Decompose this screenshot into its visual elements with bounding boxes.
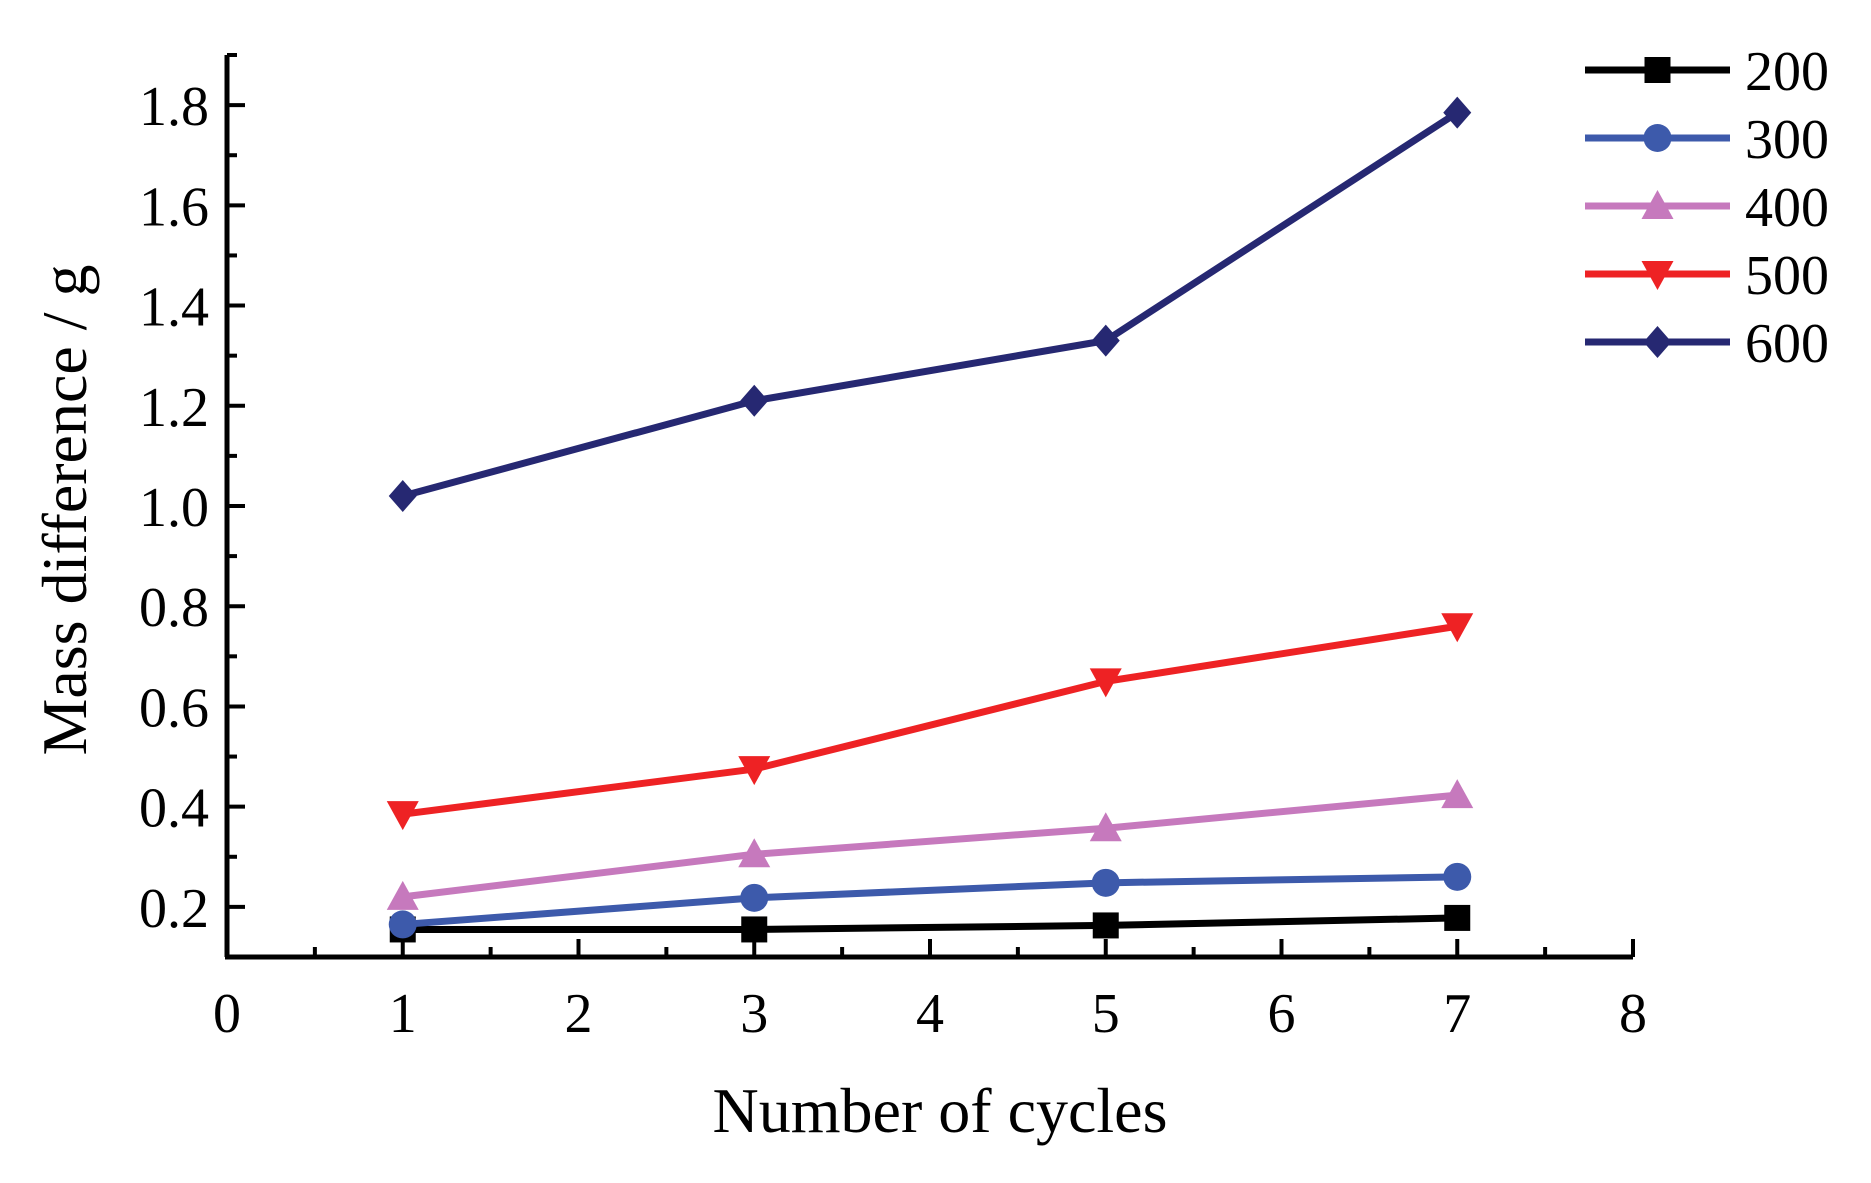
data-point-500 bbox=[738, 756, 771, 786]
x-tick-label: 5 bbox=[1092, 983, 1120, 1045]
y-tick-label: 0.4 bbox=[139, 778, 209, 840]
series-400 bbox=[386, 779, 1474, 910]
x-tick-label: 4 bbox=[916, 983, 944, 1045]
series-line-400 bbox=[402, 791, 1458, 901]
data-point-300 bbox=[388, 910, 417, 939]
data-point-400 bbox=[386, 880, 419, 910]
data-point-200 bbox=[741, 916, 768, 943]
series-line-600 bbox=[401, 109, 1460, 500]
legend-label: 300 bbox=[1745, 109, 1829, 171]
legend-marker bbox=[1641, 190, 1674, 219]
data-point-400 bbox=[1441, 779, 1474, 809]
legend-label: 400 bbox=[1745, 177, 1829, 239]
legend-marker bbox=[1643, 124, 1672, 152]
series-line-500 bbox=[402, 622, 1458, 818]
x-tick-label: 0 bbox=[213, 983, 241, 1045]
data-point-600 bbox=[1091, 324, 1120, 357]
data-point-500 bbox=[1089, 668, 1122, 698]
y-tick-label: 0.2 bbox=[139, 878, 209, 940]
data-point-500 bbox=[386, 801, 419, 831]
data-point-400 bbox=[1089, 812, 1122, 842]
legend-marker bbox=[1644, 57, 1671, 83]
data-point-600 bbox=[740, 384, 769, 417]
y-tick-label: 1.6 bbox=[139, 176, 209, 238]
data-point-300 bbox=[1091, 868, 1120, 897]
legend-label: 500 bbox=[1745, 245, 1829, 307]
legend-label: 600 bbox=[1745, 313, 1829, 375]
data-point-300 bbox=[1443, 862, 1472, 891]
data-point-600 bbox=[1443, 96, 1472, 129]
x-tick-label: 6 bbox=[1268, 983, 1296, 1045]
series-line-300 bbox=[402, 873, 1458, 928]
legend-item-400: 400 bbox=[1585, 177, 1829, 239]
series-500 bbox=[386, 613, 1474, 831]
data-point-200 bbox=[1444, 904, 1471, 931]
y-tick-label: 1.4 bbox=[139, 277, 209, 339]
data-point-500 bbox=[1441, 613, 1474, 643]
x-tick-label: 3 bbox=[740, 983, 768, 1045]
data-point-200 bbox=[1092, 912, 1119, 939]
y-tick-label: 1.0 bbox=[139, 477, 209, 539]
data-point-400 bbox=[738, 838, 771, 868]
legend-item-200: 200 bbox=[1585, 41, 1829, 103]
x-tick-label: 1 bbox=[389, 983, 417, 1045]
legend-label: 200 bbox=[1745, 41, 1829, 103]
legend-item-600: 600 bbox=[1585, 313, 1829, 375]
series-line-200 bbox=[402, 914, 1458, 933]
legend-marker bbox=[1643, 326, 1672, 358]
series-300 bbox=[388, 862, 1472, 939]
x-axis-label: Number of cycles bbox=[713, 1075, 1168, 1146]
x-tick-label: 2 bbox=[565, 983, 593, 1045]
legend-marker bbox=[1641, 261, 1674, 290]
series-layer bbox=[386, 96, 1474, 943]
x-tick-label: 8 bbox=[1619, 983, 1647, 1045]
y-tick-label: 1.8 bbox=[139, 76, 209, 138]
x-tick-label: 7 bbox=[1443, 983, 1471, 1045]
axes: 0 1 2 3 4 5 6 7 8 0.2 0.4 0.6 0.8 1.0 1.2 1.4 1.6 1.8 bbox=[139, 53, 1647, 1045]
y-tick-label: 1.2 bbox=[139, 377, 209, 439]
data-point-600 bbox=[388, 479, 417, 512]
y-tick-label: 0.8 bbox=[139, 577, 209, 639]
legend-item-500: 500 bbox=[1585, 245, 1829, 307]
data-point-300 bbox=[740, 883, 769, 912]
y-tick-label: 0.6 bbox=[139, 677, 209, 739]
series-600 bbox=[388, 96, 1472, 512]
y-axis-label: Mass difference / g bbox=[29, 264, 100, 755]
legend-item-300: 300 bbox=[1585, 109, 1829, 171]
